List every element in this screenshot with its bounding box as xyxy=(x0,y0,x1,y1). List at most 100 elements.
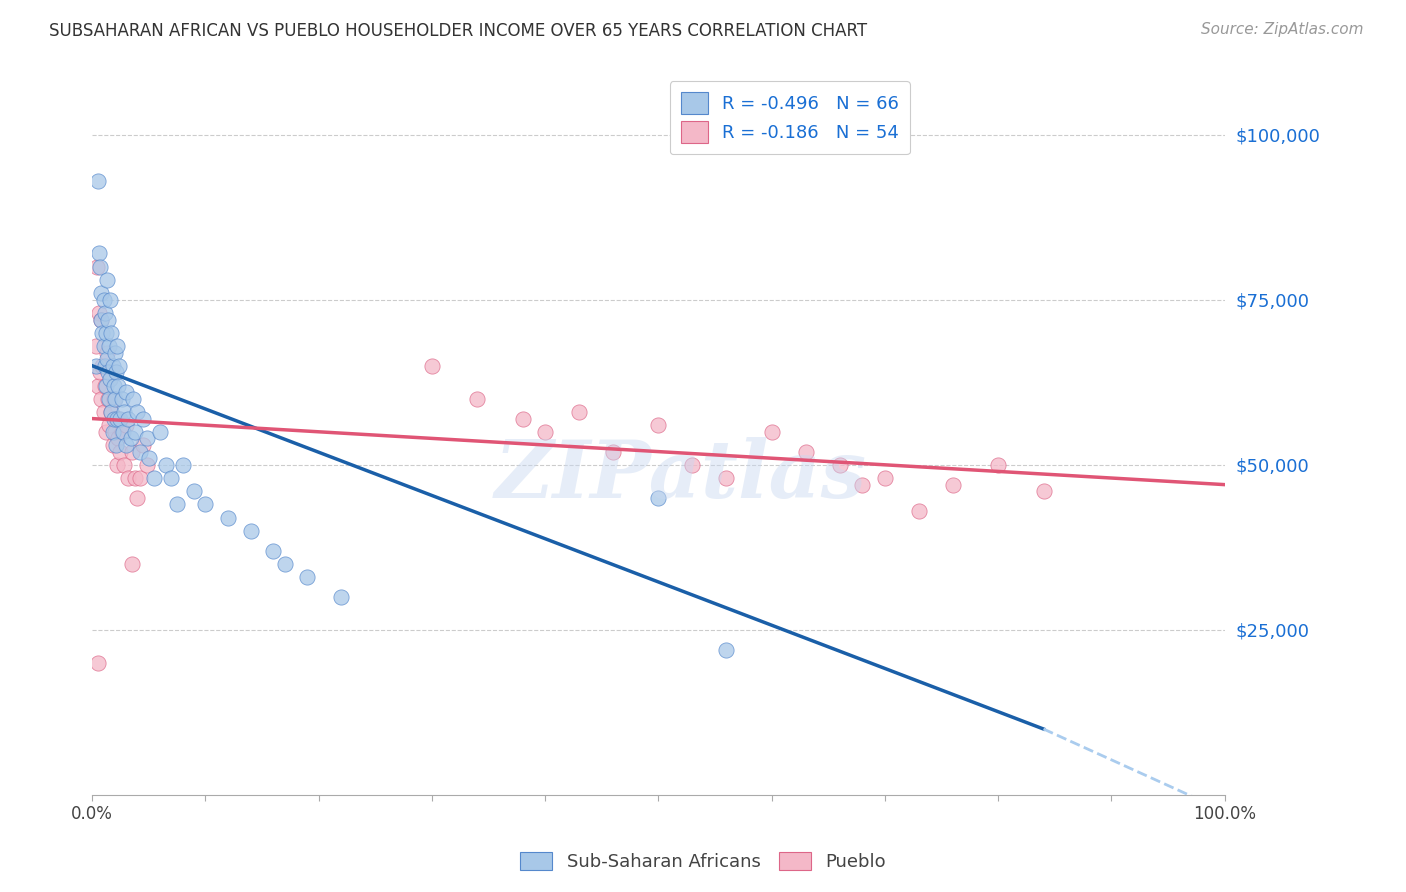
Point xyxy=(87,174,110,188)
Point xyxy=(98,372,121,386)
Point xyxy=(121,444,143,458)
Point xyxy=(93,359,115,373)
Point xyxy=(138,451,160,466)
Point xyxy=(239,524,262,538)
Point xyxy=(110,444,132,458)
Point xyxy=(104,438,127,452)
Point xyxy=(127,405,149,419)
Point xyxy=(512,411,534,425)
Point xyxy=(96,352,118,367)
Point xyxy=(96,345,118,359)
Point xyxy=(194,498,217,512)
Point xyxy=(647,491,669,505)
Point xyxy=(143,471,166,485)
Point xyxy=(117,411,139,425)
Point xyxy=(101,359,124,373)
Point xyxy=(183,484,205,499)
Point xyxy=(602,444,624,458)
Point xyxy=(98,392,121,406)
Point xyxy=(90,392,112,406)
Point xyxy=(297,570,319,584)
Point xyxy=(128,444,150,458)
Point xyxy=(98,293,121,307)
Point xyxy=(1032,484,1054,499)
Point xyxy=(647,418,669,433)
Legend: Sub-Saharan Africans, Pueblo: Sub-Saharan Africans, Pueblo xyxy=(513,845,893,879)
Point xyxy=(420,359,443,373)
Point xyxy=(132,411,155,425)
Point xyxy=(100,405,122,419)
Point xyxy=(90,312,112,326)
Point xyxy=(132,438,155,452)
Point xyxy=(103,411,125,425)
Point xyxy=(91,359,114,373)
Point xyxy=(100,326,122,340)
Point xyxy=(873,471,896,485)
Point xyxy=(115,438,138,452)
Point xyxy=(135,458,157,472)
Point xyxy=(273,557,295,571)
Point xyxy=(534,425,557,439)
Point xyxy=(110,411,132,425)
Text: Source: ZipAtlas.com: Source: ZipAtlas.com xyxy=(1201,22,1364,37)
Point xyxy=(908,504,931,518)
Point xyxy=(166,498,188,512)
Point xyxy=(127,491,149,505)
Point xyxy=(112,405,135,419)
Point xyxy=(330,590,353,604)
Point xyxy=(794,444,817,458)
Point xyxy=(90,312,112,326)
Legend: R = -0.496   N = 66, R = -0.186   N = 54: R = -0.496 N = 66, R = -0.186 N = 54 xyxy=(669,81,910,154)
Point xyxy=(97,392,120,406)
Point xyxy=(107,431,129,445)
Point xyxy=(135,431,157,445)
Text: ZIPatlas: ZIPatlas xyxy=(495,437,868,514)
Point xyxy=(84,359,107,373)
Point xyxy=(108,359,131,373)
Point xyxy=(104,345,127,359)
Point xyxy=(122,392,145,406)
Point xyxy=(117,471,139,485)
Point xyxy=(103,392,125,406)
Point xyxy=(87,246,110,260)
Point xyxy=(98,418,121,433)
Point xyxy=(942,477,965,491)
Point xyxy=(111,425,134,439)
Point xyxy=(94,425,117,439)
Point xyxy=(987,458,1010,472)
Point xyxy=(94,378,117,392)
Point xyxy=(172,458,194,472)
Point xyxy=(160,471,183,485)
Point xyxy=(93,378,115,392)
Point xyxy=(465,392,488,406)
Point xyxy=(124,425,146,439)
Point xyxy=(93,405,115,419)
Point xyxy=(761,425,783,439)
Point xyxy=(828,458,851,472)
Point xyxy=(89,260,111,274)
Point xyxy=(94,326,117,340)
Point xyxy=(97,365,120,379)
Point xyxy=(104,425,127,439)
Point xyxy=(155,458,177,472)
Point xyxy=(217,510,239,524)
Point xyxy=(97,312,120,326)
Point xyxy=(681,458,703,472)
Point xyxy=(121,557,143,571)
Point xyxy=(101,438,124,452)
Point xyxy=(84,339,107,353)
Point xyxy=(87,656,110,670)
Point xyxy=(120,431,142,445)
Point xyxy=(101,425,124,439)
Point xyxy=(128,471,150,485)
Point xyxy=(115,418,138,433)
Point xyxy=(93,293,115,307)
Point xyxy=(96,273,118,287)
Text: SUBSAHARAN AFRICAN VS PUEBLO HOUSEHOLDER INCOME OVER 65 YEARS CORRELATION CHART: SUBSAHARAN AFRICAN VS PUEBLO HOUSEHOLDER… xyxy=(49,22,868,40)
Point xyxy=(107,378,129,392)
Point xyxy=(93,306,115,320)
Point xyxy=(262,543,284,558)
Point xyxy=(149,425,172,439)
Point xyxy=(98,372,121,386)
Point xyxy=(716,471,738,485)
